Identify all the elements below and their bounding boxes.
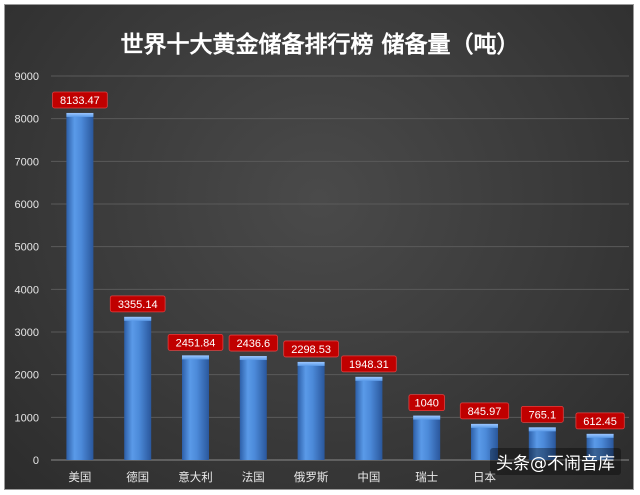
data-label: 1948.31 xyxy=(349,359,389,371)
bar-top-highlight xyxy=(66,112,94,117)
x-axis-category-labels: 美国 德国 意大利 法国 俄罗斯 中国 瑞士 日本 xyxy=(68,470,496,484)
y-tick-label: 9000 xyxy=(15,71,39,83)
category-label: 日本 xyxy=(473,470,496,484)
chart-title: 世界十大黄金储备排行榜 储备量（吨） xyxy=(120,31,519,58)
data-label: 765.1 xyxy=(529,409,557,421)
data-labels: 8133.47 3355.14 2451.84 2436.6 2298.53 1948.3… xyxy=(52,91,625,430)
y-tick-label: 2000 xyxy=(15,370,39,382)
bar-top-highlight xyxy=(355,376,383,381)
category-label: 意大利 xyxy=(178,470,213,484)
category-label: 法国 xyxy=(242,470,265,484)
category-label: 德国 xyxy=(126,470,149,484)
data-label: 2451.84 xyxy=(176,337,216,349)
category-label: 美国 xyxy=(68,470,91,484)
data-label: 845.97 xyxy=(468,406,502,418)
bar xyxy=(124,316,152,460)
y-tick-label: 3000 xyxy=(15,327,39,339)
watermark-text: 头条@不闹音库 xyxy=(490,448,621,475)
bar xyxy=(297,361,325,460)
bar xyxy=(528,427,556,460)
y-tick-label: 8000 xyxy=(15,114,39,126)
bar-top-highlight xyxy=(586,433,614,438)
data-label-box xyxy=(228,334,278,352)
y-tick-label: 7000 xyxy=(15,156,39,168)
data-label-box xyxy=(459,402,510,420)
bar-top-highlight xyxy=(239,356,267,361)
y-tick-label: 6000 xyxy=(15,199,39,211)
bar xyxy=(471,423,498,460)
bar xyxy=(413,415,441,460)
category-label: 中国 xyxy=(357,470,380,484)
data-label-box xyxy=(52,91,108,109)
y-tick-label: 1000 xyxy=(15,412,39,424)
bar xyxy=(66,112,94,460)
chart-frame: 世界十大黄金储备排行榜 储备量（吨） 0 1000 2000 3000 4000 5000… xyxy=(4,4,634,490)
bar-top-highlight xyxy=(297,361,325,366)
data-label: 3355.14 xyxy=(118,299,158,311)
data-label-box xyxy=(575,412,625,430)
data-label: 612.45 xyxy=(583,416,617,428)
bar-top-highlight xyxy=(471,423,498,428)
category-label: 瑞士 xyxy=(415,470,438,484)
data-label-box xyxy=(109,295,166,313)
y-tick-label: 0 xyxy=(33,455,39,467)
data-label-box xyxy=(520,405,564,423)
bar xyxy=(586,433,614,460)
bar-top-highlight xyxy=(528,427,556,432)
bar xyxy=(182,355,209,460)
bar-chart: 世界十大黄金储备排行榜 储备量（吨） 0 1000 2000 3000 4000 5000… xyxy=(15,31,629,484)
data-label: 8133.47 xyxy=(60,95,100,107)
bar xyxy=(355,376,383,460)
data-label-box xyxy=(167,333,224,351)
data-label-box xyxy=(408,394,445,412)
y-axis-tick-labels: 0 1000 2000 3000 4000 5000 6000 7000 8000 9000 xyxy=(15,71,39,467)
data-label: 2298.53 xyxy=(291,344,331,356)
data-label-box xyxy=(283,340,339,358)
bars xyxy=(66,112,614,460)
bar-top-highlight xyxy=(182,355,209,360)
bar xyxy=(239,356,267,460)
bar-top-highlight xyxy=(124,316,152,321)
data-label-box xyxy=(341,355,397,373)
y-tick-label: 5000 xyxy=(15,242,39,254)
data-label: 2436.6 xyxy=(236,338,270,350)
y-tick-label: 4000 xyxy=(15,284,39,296)
bar-top-highlight xyxy=(413,415,441,420)
category-label: 俄罗斯 xyxy=(294,470,329,484)
data-label: 1040 xyxy=(414,398,438,410)
